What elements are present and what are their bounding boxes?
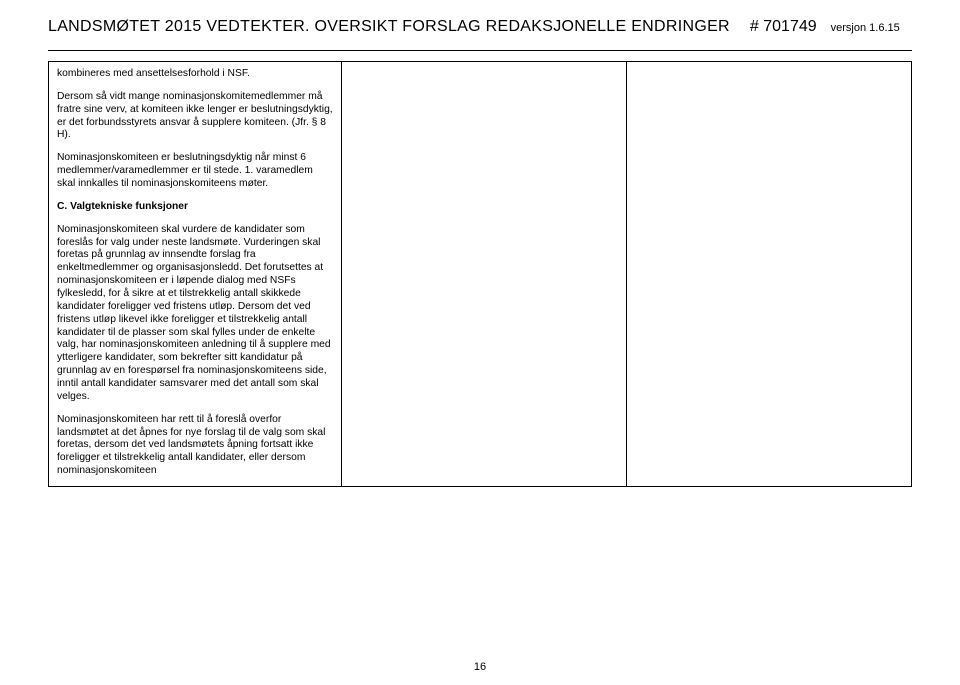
table-row: kombineres med ansettelsesforhold i NSF.… — [49, 62, 912, 487]
column-1: kombineres med ansettelsesforhold i NSF.… — [49, 62, 342, 487]
header-docnum: # 701749 — [750, 18, 817, 36]
column-3 — [627, 62, 912, 487]
header-version: versjon 1.6.15 — [831, 22, 900, 34]
paragraph: Dersom så vidt mange nominasjonskomiteme… — [57, 91, 333, 142]
document-table: kombineres med ansettelsesforhold i NSF.… — [48, 61, 912, 487]
paragraph: kombineres med ansettelsesforhold i NSF. — [57, 68, 333, 81]
content-wrap: kombineres med ansettelsesforhold i NSF.… — [0, 51, 960, 487]
page-number: 16 — [0, 661, 960, 673]
paragraph: Nominasjonskomiteen er beslutningsdyktig… — [57, 152, 333, 191]
paragraph: Nominasjonskomiteen har rett til å fores… — [57, 414, 333, 478]
header-title: LANDSMØTET 2015 VEDTEKTER. OVERSIKT FORS… — [48, 18, 730, 36]
paragraph: Nominasjonskomiteen skal vurdere de kand… — [57, 224, 333, 404]
page-header: LANDSMØTET 2015 VEDTEKTER. OVERSIKT FORS… — [0, 0, 960, 46]
section-heading: C. Valgtekniske funksjoner — [57, 201, 333, 214]
column-2 — [342, 62, 627, 487]
